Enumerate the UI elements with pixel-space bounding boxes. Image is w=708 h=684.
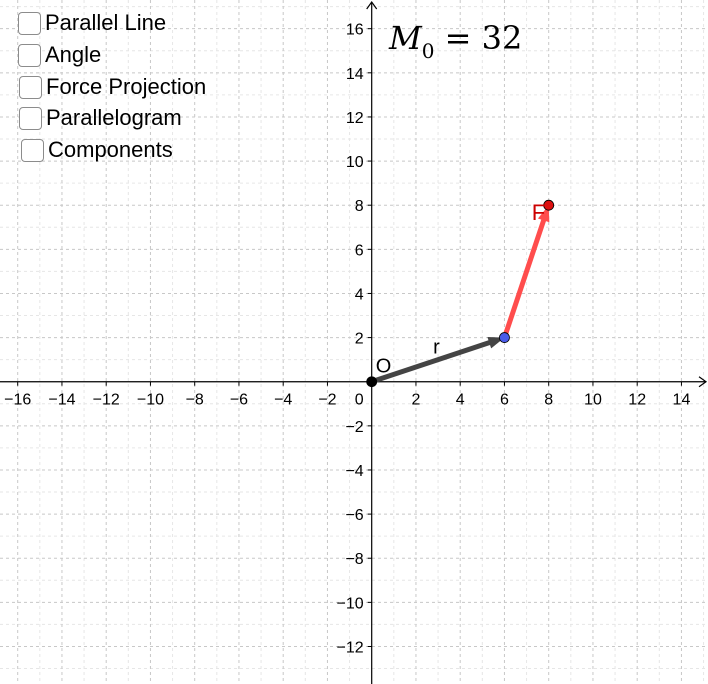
x-tick-label: −4 bbox=[274, 392, 292, 409]
moment-symbol: M bbox=[389, 19, 422, 57]
checkbox-box[interactable] bbox=[21, 138, 44, 162]
point-origin[interactable] bbox=[366, 376, 378, 388]
checkbox-box[interactable] bbox=[19, 75, 42, 99]
moment-subscript: 0 bbox=[421, 39, 435, 63]
x-tick-label: −6 bbox=[230, 392, 248, 409]
y-tick-label: 6 bbox=[355, 242, 364, 259]
checkbox-force-projection[interactable]: Force Projection bbox=[19, 74, 206, 100]
checkbox-components[interactable]: Components bbox=[21, 137, 173, 163]
x-tick-label: −8 bbox=[186, 392, 204, 409]
point-r-tip[interactable] bbox=[499, 332, 510, 343]
y-axis-arrow bbox=[366, 0, 378, 10]
x-tick-label: −10 bbox=[137, 392, 164, 409]
moment-readout: M0 = 32 bbox=[389, 18, 523, 63]
checkbox-label: Parallelogram bbox=[46, 105, 182, 130]
x-tick-label: 12 bbox=[628, 392, 646, 409]
origin-tick-label: 0 bbox=[355, 392, 364, 409]
checkbox-parallelogram[interactable]: Parallelogram bbox=[19, 105, 182, 131]
checkbox-label: Parallel Line bbox=[45, 10, 167, 35]
x-tick-label: 10 bbox=[584, 392, 602, 409]
checkbox-label: Force Projection bbox=[46, 74, 207, 99]
y-tick-label: 10 bbox=[346, 154, 364, 171]
checkbox-angle[interactable]: Angle bbox=[18, 42, 101, 68]
x-tick-label: −16 bbox=[4, 392, 31, 409]
point-F-tip[interactable] bbox=[543, 199, 555, 211]
y-tick-label: 14 bbox=[346, 66, 364, 83]
x-tick-label: −12 bbox=[93, 392, 120, 409]
points[interactable] bbox=[366, 199, 555, 388]
checkbox-box[interactable] bbox=[18, 11, 41, 35]
vector-F-shaft[interactable] bbox=[501, 217, 547, 341]
x-axis-arrow bbox=[698, 376, 708, 388]
x-tick-label: −14 bbox=[48, 392, 75, 409]
checkbox-box[interactable] bbox=[18, 43, 41, 67]
vector-r-shaft[interactable] bbox=[369, 340, 492, 385]
label-origin: O bbox=[376, 356, 392, 378]
moment-operator: = bbox=[444, 19, 472, 57]
y-tick-label: −6 bbox=[345, 507, 363, 524]
x-tick-label: 6 bbox=[500, 392, 509, 409]
y-tick-label: −10 bbox=[337, 595, 364, 612]
y-tick-label: −2 bbox=[345, 419, 363, 436]
label-point-F: F bbox=[532, 200, 545, 225]
x-tick-label: 4 bbox=[456, 392, 465, 409]
x-tick-label: 2 bbox=[411, 392, 420, 409]
y-tick-label: −12 bbox=[337, 639, 364, 656]
checkbox-box[interactable] bbox=[19, 106, 42, 130]
y-tick-label: 4 bbox=[355, 286, 364, 303]
moment-value: 32 bbox=[481, 19, 523, 57]
y-tick-labels: −12 −10 −8 −6 −4 −2 2 4 6 8 10 12 14 16 bbox=[337, 22, 364, 657]
checkbox-label: Angle bbox=[45, 42, 102, 67]
y-tick-label: −4 bbox=[345, 463, 363, 480]
y-tick-label: 8 bbox=[355, 198, 364, 215]
x-tick-label: 8 bbox=[544, 392, 553, 409]
object-labels: Or F bbox=[376, 200, 545, 378]
x-tick-labels: −16 −14 −12 −10 −8 −6 −4 −2 2 4 6 8 10 12 14 0 bbox=[4, 392, 690, 409]
label-vector-r: r bbox=[433, 337, 440, 359]
x-tick-label: 14 bbox=[673, 392, 691, 409]
y-tick-label: 12 bbox=[346, 110, 364, 127]
checkbox-parallel-line[interactable]: Parallel Line bbox=[18, 10, 166, 36]
y-tick-label: −8 bbox=[345, 551, 363, 568]
y-tick-label: 2 bbox=[355, 331, 364, 348]
y-tick-label: 16 bbox=[346, 22, 364, 39]
x-tick-label: −2 bbox=[318, 392, 336, 409]
checkbox-label: Components bbox=[48, 137, 173, 162]
